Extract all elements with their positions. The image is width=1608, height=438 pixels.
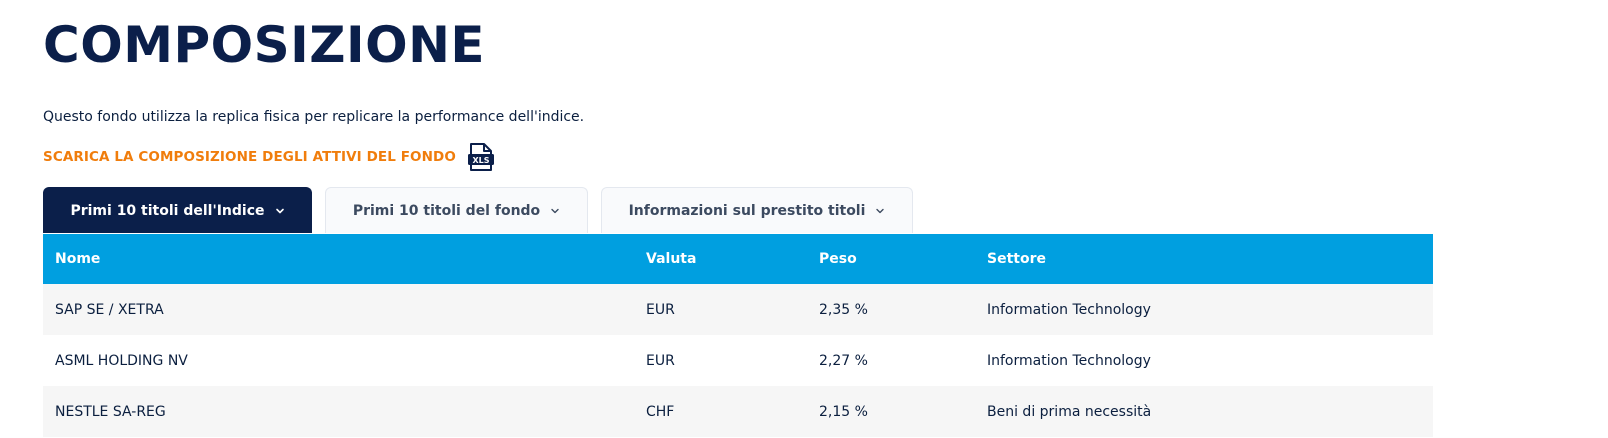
cell-name: NESTLE SA-REG xyxy=(55,403,166,420)
table-row: ASML HOLDING NV EUR 2,27 % Information T… xyxy=(43,335,1433,386)
column-header-valuta[interactable]: Valuta xyxy=(646,251,697,267)
tab-label: Primi 10 titoli del fondo xyxy=(352,202,541,219)
tab-label: Primi 10 titoli dell'Indice xyxy=(70,202,265,219)
cell-currency: EUR xyxy=(646,352,675,369)
cell-sector: Information Technology xyxy=(987,352,1151,369)
tab-top10-index[interactable]: Primi 10 titoli dell'Indice xyxy=(43,187,312,233)
cell-weight: 2,35 % xyxy=(819,301,868,318)
cell-name: ASML HOLDING NV xyxy=(55,352,188,369)
cell-currency: CHF xyxy=(646,403,675,420)
chevron-down-icon xyxy=(275,208,284,213)
table-row: SAP SE / XETRA EUR 2,35 % Information Te… xyxy=(43,284,1433,335)
column-header-peso[interactable]: Peso xyxy=(819,251,857,267)
page-title: COMPOSIZIONE xyxy=(43,16,486,74)
holdings-table: Nome Valuta Peso Settore SAP SE / XETRA … xyxy=(43,234,1433,437)
cell-weight: 2,27 % xyxy=(819,352,868,369)
table-row: NESTLE SA-REG CHF 2,15 % Beni di prima n… xyxy=(43,386,1433,437)
download-holdings-link[interactable]: SCARICA LA COMPOSIZIONE DEGLI ATTIVI DEL… xyxy=(43,149,456,165)
download-row: SCARICA LA COMPOSIZIONE DEGLI ATTIVI DEL… xyxy=(43,143,494,171)
table-header-row: Nome Valuta Peso Settore xyxy=(43,234,1433,284)
column-header-nome[interactable]: Nome xyxy=(55,251,101,267)
xls-icon-text: XLS xyxy=(472,156,489,165)
xls-file-icon[interactable]: XLS xyxy=(467,143,494,171)
chevron-down-icon xyxy=(551,208,559,213)
chevron-down-icon xyxy=(876,208,885,213)
cell-currency: EUR xyxy=(646,301,675,318)
cell-name: SAP SE / XETRA xyxy=(55,301,164,318)
replication-description: Questo fondo utilizza la replica fisica … xyxy=(43,109,585,125)
holdings-tabs: Primi 10 titoli dell'Indice Primi 10 tit… xyxy=(43,187,913,234)
cell-weight: 2,15 % xyxy=(819,403,868,420)
cell-sector: Information Technology xyxy=(987,301,1151,318)
tab-top10-fund[interactable]: Primi 10 titoli del fondo xyxy=(325,187,588,233)
column-header-settore[interactable]: Settore xyxy=(987,251,1046,267)
tab-securities-lending[interactable]: Informazioni sul prestito titoli xyxy=(601,187,913,233)
tab-label: Informazioni sul prestito titoli xyxy=(628,202,866,219)
cell-sector: Beni di prima necessità xyxy=(987,403,1152,420)
